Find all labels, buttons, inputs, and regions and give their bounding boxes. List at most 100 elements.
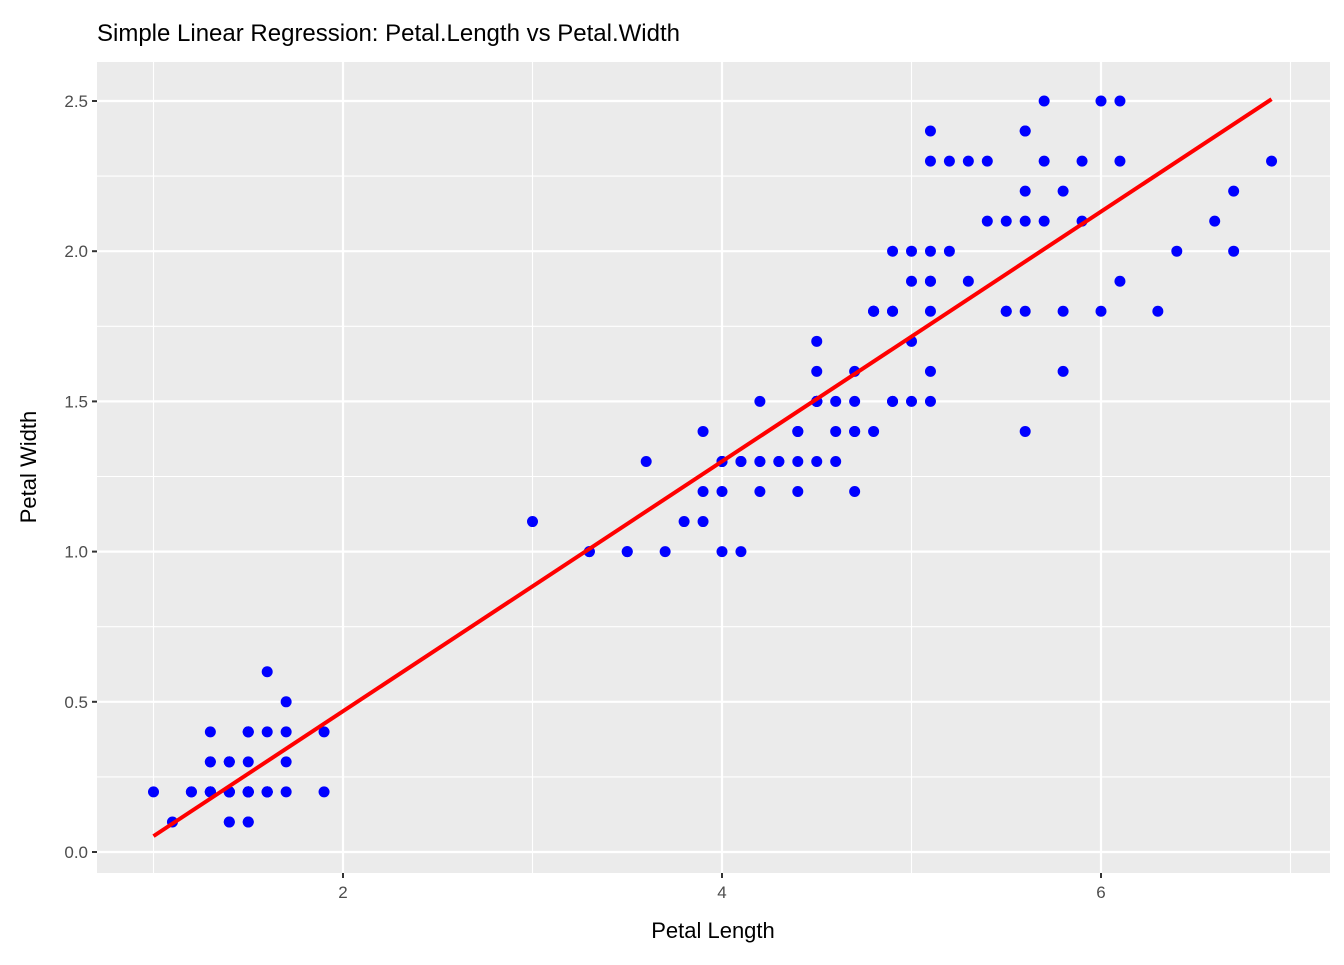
data-point xyxy=(1228,185,1240,197)
data-point xyxy=(1228,245,1240,257)
data-point xyxy=(868,425,880,437)
data-point xyxy=(1057,365,1069,377)
data-point xyxy=(185,786,197,798)
data-point xyxy=(924,395,936,407)
data-point xyxy=(754,455,766,467)
data-point xyxy=(1095,95,1107,107)
x-tick-label: 4 xyxy=(717,883,726,902)
data-point xyxy=(223,756,235,768)
data-point xyxy=(754,395,766,407)
data-point xyxy=(924,365,936,377)
data-point xyxy=(697,486,709,498)
y-tick-label: 0.0 xyxy=(64,843,88,862)
data-point xyxy=(981,155,993,167)
y-tick-label: 0.5 xyxy=(64,693,88,712)
data-point xyxy=(527,516,538,528)
data-point xyxy=(924,305,936,317)
y-tick-label: 2.0 xyxy=(64,242,88,261)
data-point xyxy=(1038,95,1050,107)
data-point xyxy=(887,305,899,317)
data-point xyxy=(659,546,671,558)
data-point xyxy=(621,546,633,558)
data-point xyxy=(1171,245,1183,257)
data-point xyxy=(924,125,936,137)
data-point xyxy=(811,365,823,377)
data-point xyxy=(1019,425,1031,437)
data-point xyxy=(962,155,974,167)
data-point xyxy=(924,155,936,167)
data-point xyxy=(1000,305,1012,317)
data-point xyxy=(943,245,955,257)
data-point xyxy=(261,666,273,678)
data-point xyxy=(242,786,254,798)
data-point xyxy=(906,395,917,407)
data-point xyxy=(849,425,861,437)
y-axis-ticks: 0.0 0.5 1.0 1.5 2.0 2.5 xyxy=(64,92,97,862)
y-tick-label: 2.5 xyxy=(64,92,88,111)
regression-line xyxy=(152,97,1273,838)
data-point xyxy=(242,756,254,768)
data-point xyxy=(1038,155,1050,167)
data-point xyxy=(830,425,842,437)
y-tick-label: 1.5 xyxy=(64,392,88,411)
x-axis-label: Petal Length xyxy=(651,918,775,943)
data-point xyxy=(773,455,785,467)
data-point xyxy=(962,275,974,287)
data-point xyxy=(716,486,728,498)
data-point xyxy=(1076,155,1088,167)
data-point xyxy=(1209,215,1221,227)
y-tick-label: 1.0 xyxy=(64,543,88,562)
y-axis-label: Petal Width xyxy=(16,411,41,524)
data-point xyxy=(261,786,273,798)
data-point xyxy=(924,275,936,287)
data-point xyxy=(1095,305,1107,317)
data-point xyxy=(697,516,709,528)
data-point xyxy=(280,786,292,798)
data-point xyxy=(1057,185,1069,197)
data-point xyxy=(318,726,330,738)
x-tick-label: 6 xyxy=(1096,883,1105,902)
major-gridlines xyxy=(97,62,1330,873)
data-point xyxy=(1019,185,1031,197)
data-point xyxy=(868,305,880,317)
data-point xyxy=(735,546,747,558)
data-point xyxy=(223,816,235,828)
data-point xyxy=(792,486,804,498)
data-point xyxy=(148,786,159,798)
data-point xyxy=(1000,215,1012,227)
data-point xyxy=(280,696,292,708)
data-point xyxy=(242,726,254,738)
data-point xyxy=(1019,305,1031,317)
data-point xyxy=(887,395,899,407)
data-point xyxy=(981,215,993,227)
data-point xyxy=(280,726,292,738)
data-point xyxy=(1019,125,1031,137)
data-point xyxy=(204,726,216,738)
data-point xyxy=(887,245,899,257)
data-point xyxy=(697,425,709,437)
data-point xyxy=(1038,215,1050,227)
data-point xyxy=(811,455,823,467)
data-point xyxy=(811,335,823,347)
data-point xyxy=(906,245,917,257)
data-point xyxy=(318,786,330,798)
data-point xyxy=(924,245,936,257)
data-point xyxy=(716,546,728,558)
x-tick-label: 2 xyxy=(338,883,347,902)
data-points xyxy=(148,95,1278,828)
minor-gridlines xyxy=(97,62,1330,873)
data-point xyxy=(678,516,690,528)
data-point xyxy=(849,395,861,407)
data-point xyxy=(1114,95,1126,107)
data-point xyxy=(1152,305,1164,317)
data-point xyxy=(849,486,861,498)
data-point xyxy=(261,726,273,738)
data-point xyxy=(792,425,804,437)
data-point xyxy=(735,455,747,467)
data-point xyxy=(830,395,842,407)
data-point xyxy=(280,756,292,768)
data-point xyxy=(830,455,842,467)
data-point xyxy=(1019,215,1031,227)
data-point xyxy=(1266,155,1278,167)
